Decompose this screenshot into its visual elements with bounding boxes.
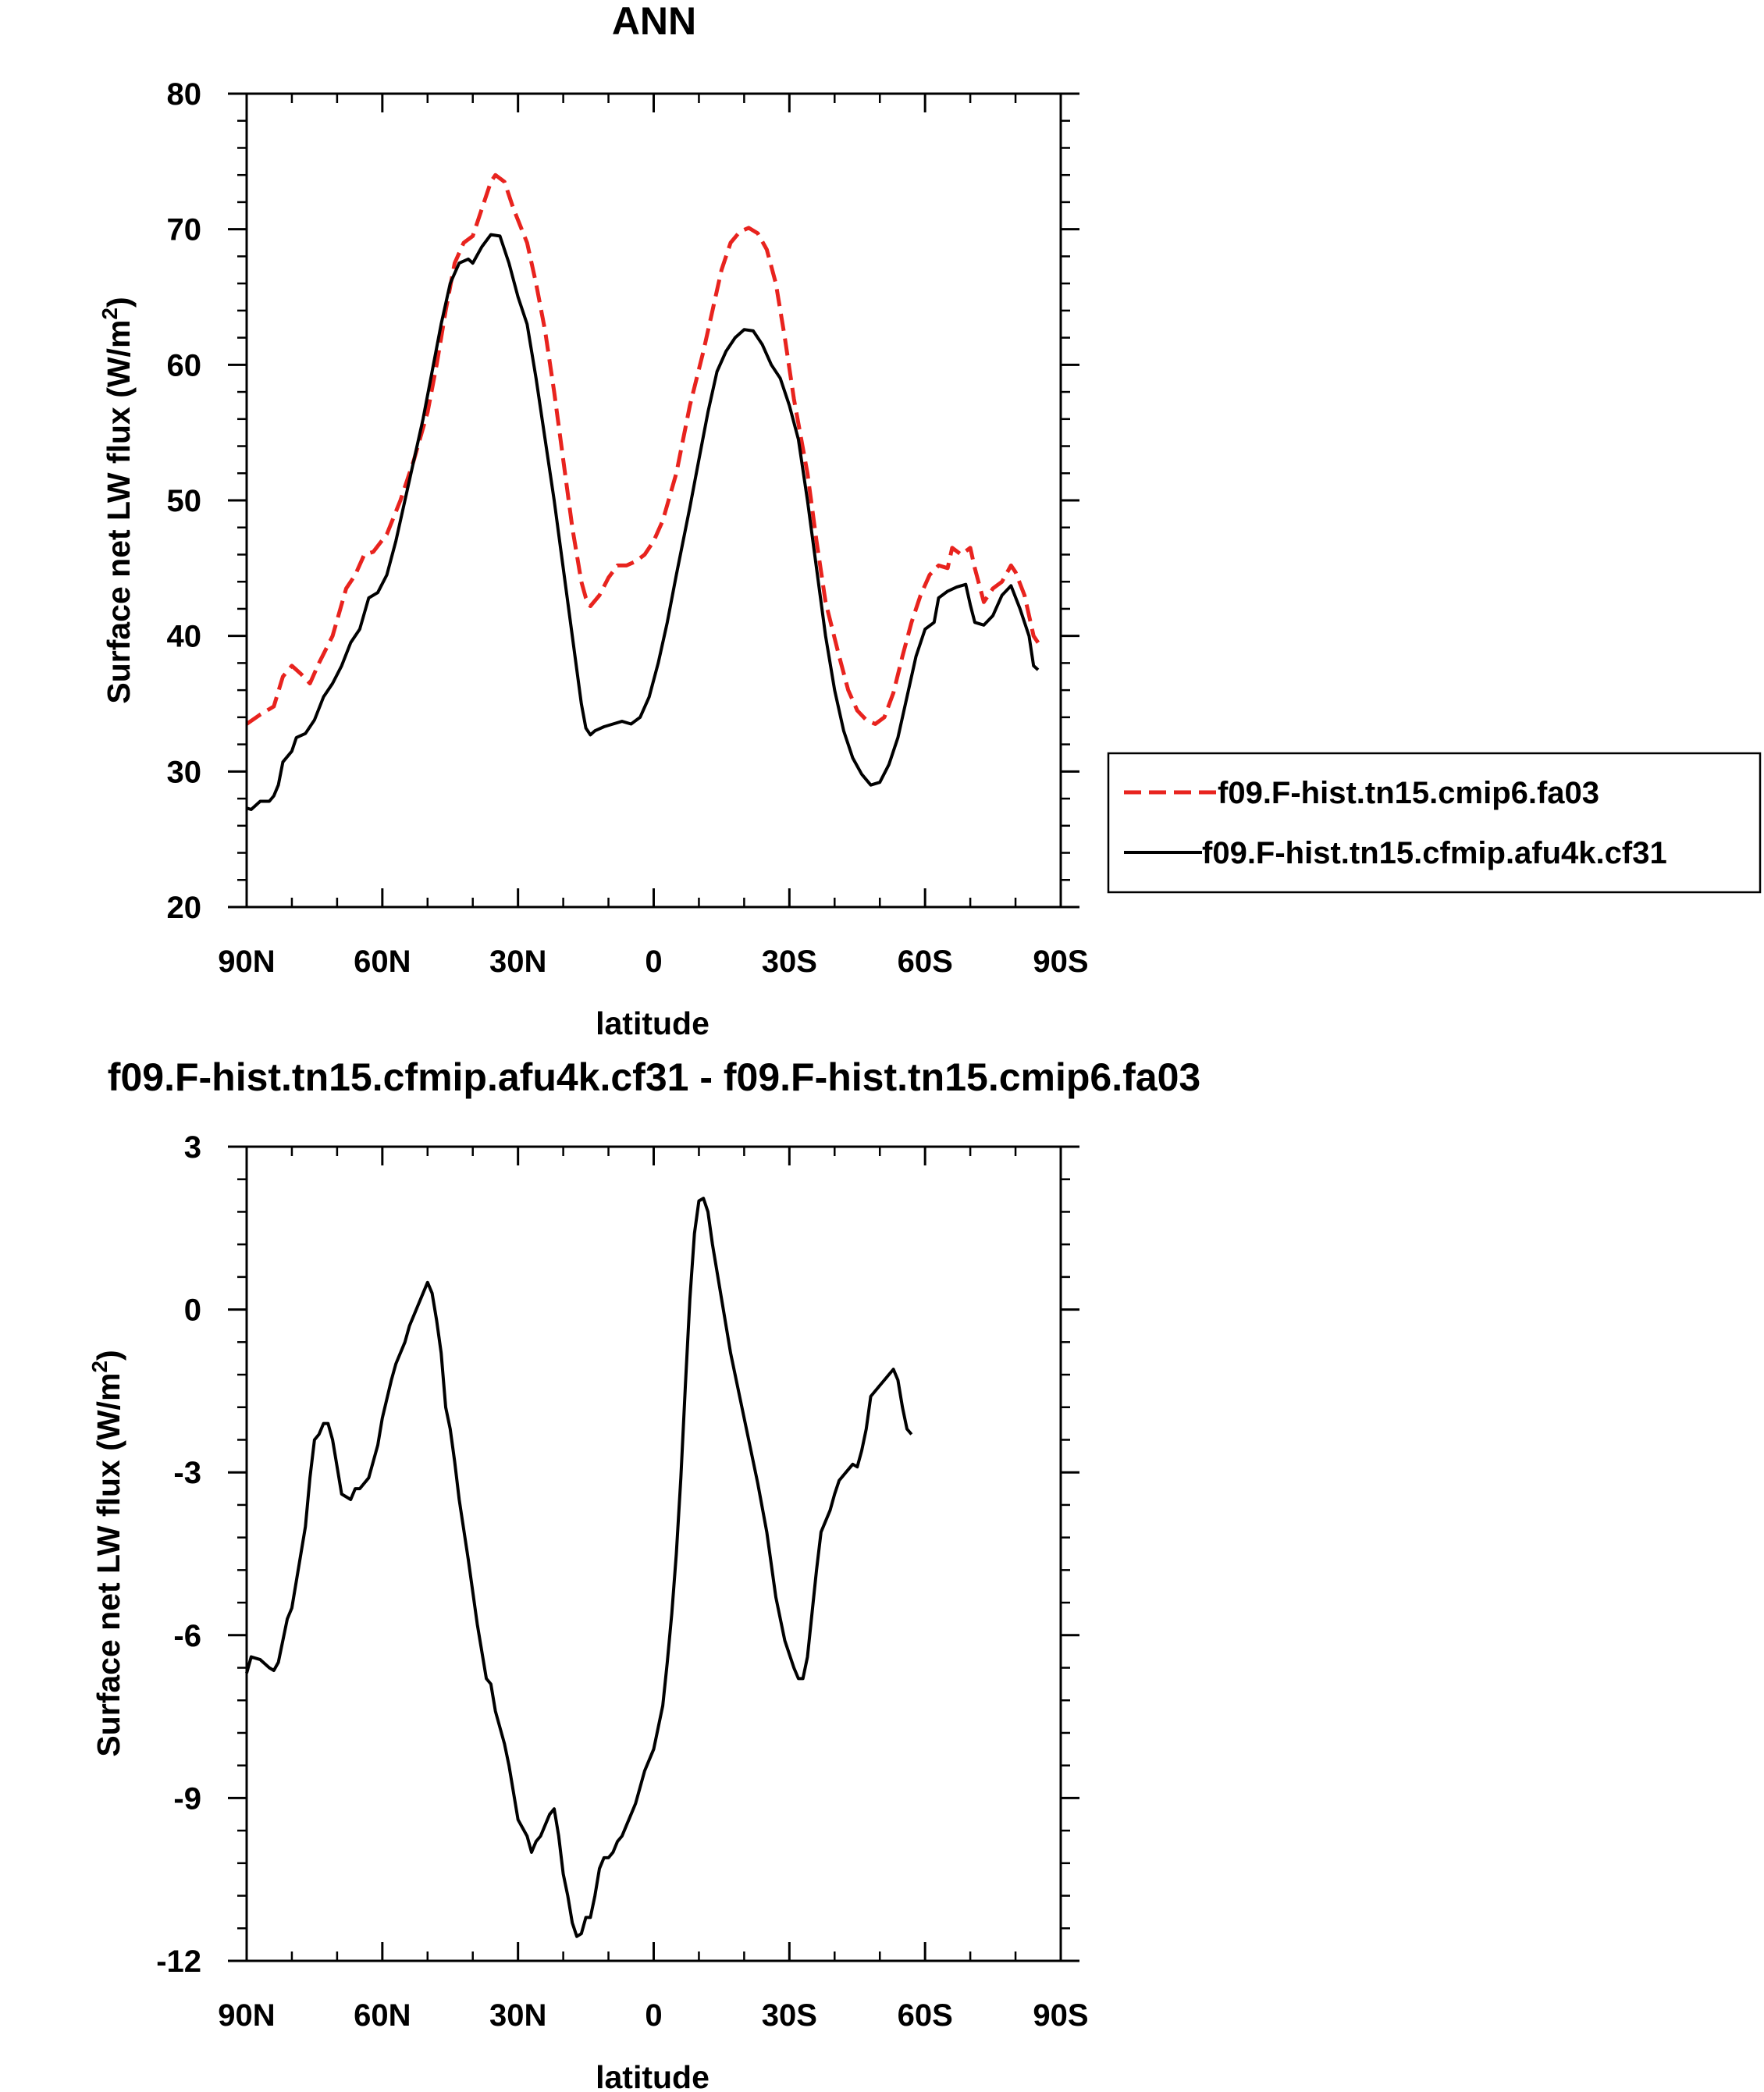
top-axes: 90N 60N 30N 0 30S 60S 90S 20 30 40 50 60 70 80: [167, 77, 1089, 979]
bottom-y-tick-label: 3: [184, 1130, 201, 1165]
legend-label-cmip6: f09.F-hist.tn15.cmip6.fa03: [1218, 776, 1599, 810]
top-series-line-1: [246, 233, 1040, 811]
top-x-tick-label: 0: [645, 945, 662, 979]
bottom-x-tick-label: 60S: [898, 1998, 953, 2033]
legend: f09.F-hist.tn15.cmip6.fa03 f09.F-hist.tn…: [1107, 752, 1762, 894]
top-y-tick-label: 80: [167, 77, 202, 112]
top-y-axis-label: Surface net LW flux (W/m2): [98, 297, 137, 703]
top-y-tick-label: 60: [167, 348, 202, 382]
top-y-axis-label-close: ): [101, 297, 137, 308]
top-plot-lines: [245, 173, 1040, 811]
bottom-x-tick-label: 90S: [1033, 1998, 1088, 2033]
top-x-axis-label: latitude: [596, 1005, 710, 1041]
top-y-axis-label-main: Surface net LW flux (W/m: [101, 320, 137, 704]
top-y-tick-label: 30: [167, 755, 202, 789]
bottom-x-axis-label: latitude: [596, 2059, 710, 2092]
top-x-tick-label: 30S: [762, 945, 817, 979]
bottom-y-axis-label-main: Surface net LW flux (W/m: [91, 1373, 126, 1757]
bottom-y-axis-label-sup: 2: [87, 1361, 112, 1373]
bottom-y-tick-label: -12: [156, 1944, 201, 1979]
bottom-x-tick-label: 30N: [489, 1998, 546, 2033]
top-series-line-0: [245, 173, 1040, 726]
top-x-tick-label: 90S: [1033, 945, 1088, 979]
top-plot-frame: [245, 92, 1062, 909]
bottom-y-tick-label: -9: [173, 1781, 201, 1816]
bottom-y-tick-label: -6: [173, 1619, 201, 1653]
bottom-y-tick-label: -3: [173, 1456, 201, 1490]
top-y-axis-label-sup: 2: [98, 308, 122, 320]
top-x-tick-label: 60N: [354, 945, 411, 979]
bottom-y-axis-label-close: ): [91, 1350, 126, 1361]
top-y-tick-label: 70: [167, 213, 202, 247]
top-y-tick-label: 20: [167, 891, 202, 925]
bottom-series-line-0: [245, 1197, 913, 1938]
bottom-chart-title: f09.F-hist.tn15.cfmip.afu4k.cf31 - f09.F…: [108, 1055, 1200, 1099]
bottom-plot-lines: [245, 1197, 913, 1938]
bottom-axes: 90N 60N 30N 0 30S 60S 90S 3 0 -3 -6 -9 -12: [156, 1130, 1088, 2033]
legend-label-cfmip: f09.F-hist.tn15.cfmip.afu4k.cf31: [1202, 836, 1667, 870]
bottom-x-tick-label: 30S: [762, 1998, 817, 2033]
legend-box: [1107, 752, 1762, 894]
top-y-tick-label: 50: [167, 484, 202, 518]
bottom-y-axis-label: Surface net LW flux (W/m2): [87, 1350, 126, 1756]
top-y-tick-label: 40: [167, 620, 202, 654]
bottom-plot-frame: [245, 1145, 1062, 1962]
bottom-panel: f09.F-hist.tn15.cfmip.afu4k.cf31 - f09.F…: [87, 1055, 1200, 2092]
top-panel: ANN 90N 60N 30N 0 30S 60S 90S 20 30 40 50 60 70 80 la…: [98, 0, 1762, 1041]
bottom-y-tick-label: 0: [184, 1293, 201, 1328]
bottom-x-tick-label: 60N: [354, 1998, 411, 2033]
bottom-x-tick-label: 90N: [218, 1998, 275, 2033]
top-x-tick-label: 30N: [489, 945, 546, 979]
top-chart-title: ANN: [612, 0, 696, 43]
bottom-x-tick-label: 0: [645, 1998, 662, 2033]
top-x-tick-label: 90N: [218, 945, 275, 979]
top-x-tick-label: 60S: [898, 945, 953, 979]
